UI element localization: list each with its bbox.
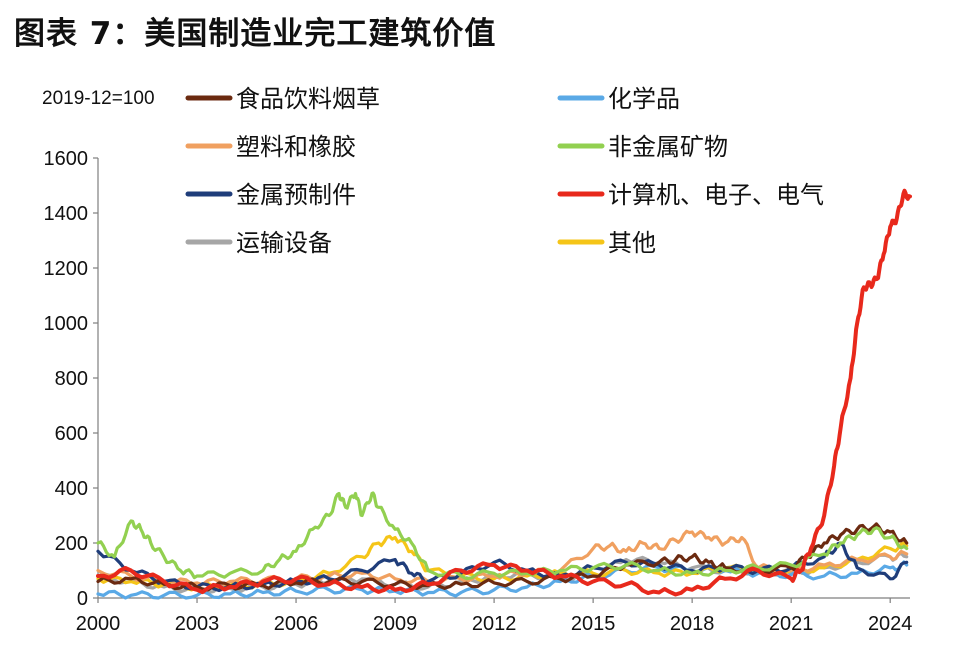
y-tick-label: 200 [55, 533, 88, 555]
legend-label: 计算机、电子、电气 [608, 181, 824, 209]
y-tick-label: 600 [55, 423, 88, 445]
legend-label: 其他 [608, 229, 656, 257]
x-tick-label: 2018 [670, 613, 715, 635]
x-tick-label: 2012 [472, 613, 517, 635]
legend-label: 食品饮料烟草 [236, 85, 380, 113]
unit-label: 2019-12=100 [42, 88, 155, 109]
y-tick-label: 0 [77, 588, 88, 610]
legend-label: 运输设备 [236, 229, 332, 257]
y-tick-label: 400 [55, 478, 88, 500]
y-tick-label: 1000 [44, 313, 89, 335]
x-tick-label: 2015 [571, 613, 616, 635]
series-lines [96, 188, 912, 600]
axes: 0 200 400 600 800 1000 1200 1400 1600 2000 2003 200… [42, 88, 912, 635]
x-tick-label: 2003 [175, 613, 220, 635]
series-line-0 [96, 522, 909, 592]
x-tick-label: 2024 [868, 613, 913, 635]
y-tick-label: 800 [55, 368, 88, 390]
x-tick-label: 2006 [274, 613, 319, 635]
y-tick-label: 1200 [44, 258, 89, 280]
x-tick-label: 2009 [373, 613, 418, 635]
chart-title: 图表 7：美国制造业完工建筑价值 [14, 16, 497, 52]
series-line-3 [96, 491, 909, 581]
series-line-5 [96, 188, 912, 597]
legend-label: 非金属矿物 [608, 133, 728, 161]
legend-label: 化学品 [608, 85, 680, 113]
x-tick-label: 2021 [769, 613, 814, 635]
y-tick-label: 1600 [44, 148, 89, 170]
legend-label: 金属预制件 [236, 181, 356, 209]
x-tick-label: 2000 [76, 613, 121, 635]
y-tick-label: 1400 [44, 203, 89, 225]
legend-label: 塑料和橡胶 [236, 133, 356, 161]
